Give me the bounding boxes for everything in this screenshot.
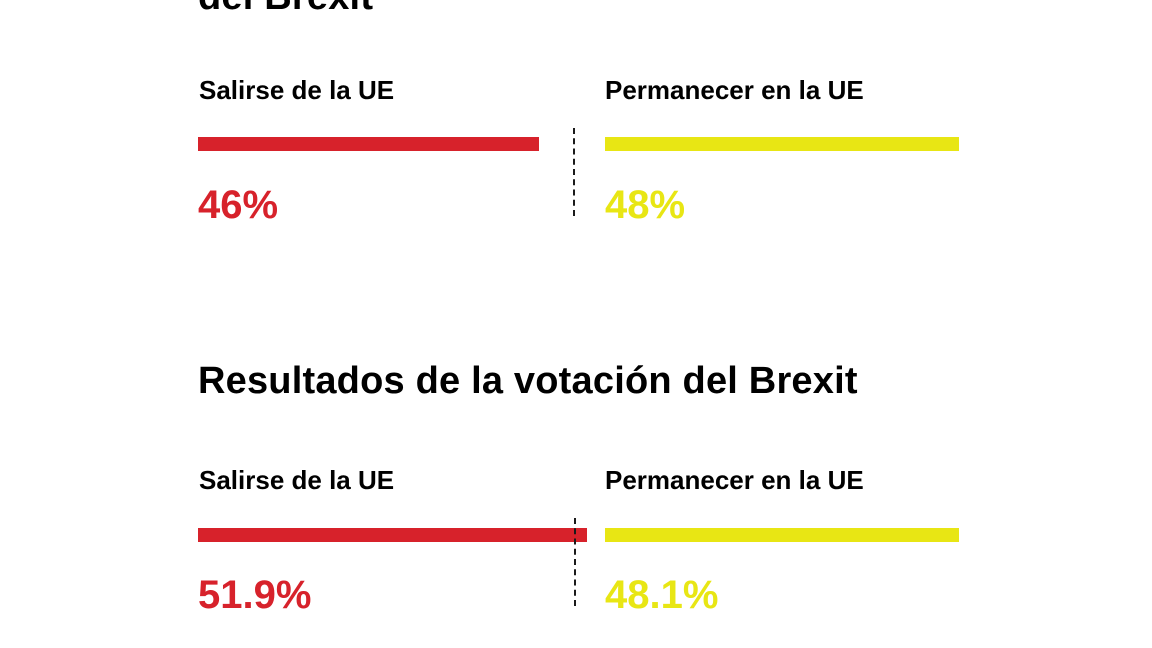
panel-2-remain-label: Permanecer en la UE bbox=[605, 465, 864, 495]
panel-1-title: del Brexit bbox=[198, 0, 373, 16]
panel-2-remain-value: 48.1% bbox=[605, 573, 719, 617]
panel-1-remain-label: Permanecer en la UE bbox=[605, 75, 864, 105]
panel-1-remain-value: 48% bbox=[605, 183, 686, 227]
panel-2-midline-divider bbox=[574, 518, 576, 606]
panel-2-leave-value: 51.9% bbox=[198, 573, 312, 617]
panel-1-leave-label: Salirse de la UE bbox=[199, 75, 395, 105]
panel-2-leave-label: Salirse de la UE bbox=[199, 465, 395, 495]
panel-1-remain-bar bbox=[605, 137, 959, 151]
panel-1-leave-value: 46% bbox=[198, 183, 279, 227]
panel-1-leave-bar bbox=[198, 137, 539, 151]
panel-2-title: Resultados de la votación del Brexit bbox=[198, 360, 858, 402]
panel-2-remain-bar bbox=[605, 528, 959, 542]
panel-1-midline-divider bbox=[573, 128, 575, 216]
panel-2-leave-bar bbox=[198, 528, 587, 542]
